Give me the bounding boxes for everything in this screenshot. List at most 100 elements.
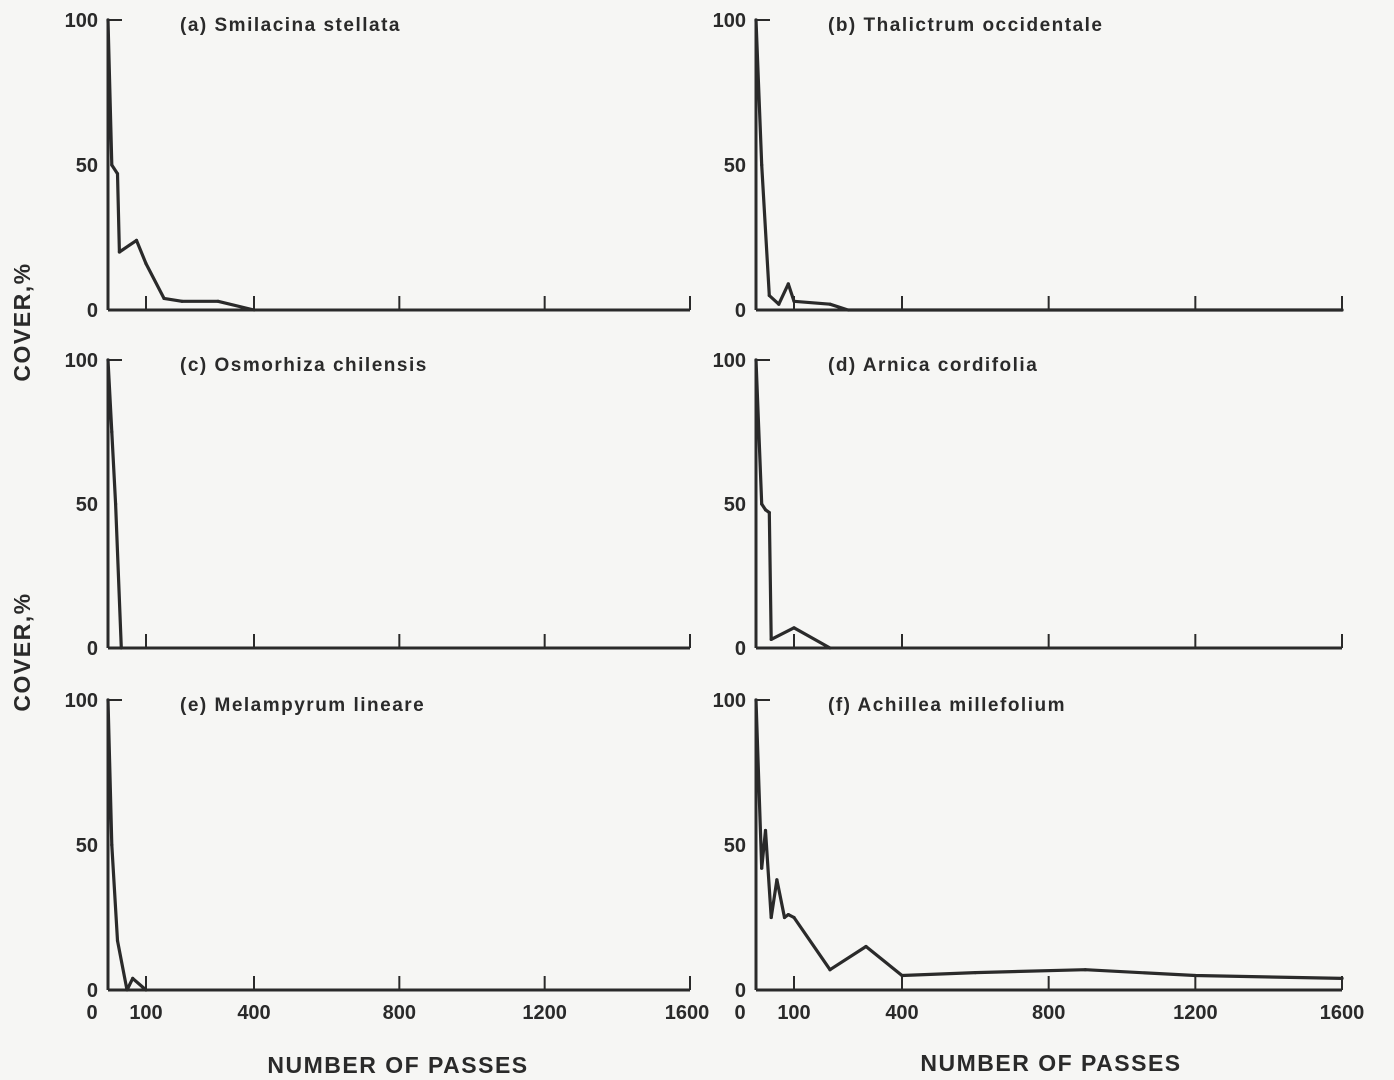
- data-point: [125, 988, 129, 992]
- data-point: [110, 843, 114, 847]
- panel-title: (f) Achillea millefolium: [828, 695, 1066, 716]
- data-point: [777, 302, 781, 306]
- x-tick-label-800: 800: [1032, 1002, 1065, 1024]
- x-tick-label-1600: 1600: [665, 1002, 710, 1024]
- data-point: [792, 915, 796, 920]
- series-line: [754, 358, 832, 650]
- x-tick-label-400: 400: [237, 1002, 270, 1024]
- y-tick-label-0: 0: [735, 980, 746, 1002]
- chart-panel-d: 0 50 100 (d) Arnica cordifolia: [713, 350, 1343, 660]
- y-tick-label-50: 50: [724, 835, 746, 857]
- data-point: [792, 626, 796, 630]
- data-point: [786, 282, 790, 286]
- data-point: [786, 913, 790, 917]
- data-point: [754, 358, 758, 362]
- y-tick-label-100: 100: [713, 10, 746, 32]
- data-point: [144, 262, 148, 266]
- y-tick-label-100: 100: [65, 10, 98, 32]
- data-point: [1083, 968, 1087, 972]
- x-tick-label-100: 100: [129, 1002, 162, 1024]
- x-tick-label-1200: 1200: [522, 1002, 567, 1024]
- data-point: [115, 939, 120, 943]
- y-tick-label-100: 100: [713, 690, 746, 712]
- data-point: [110, 430, 114, 434]
- y-axis-title-upper: COVER,%: [9, 262, 35, 381]
- y-axis-title-lower: COVER,%: [9, 592, 35, 711]
- chart-panel-e: 0 50 100 0 100 400 800 1200 1600 (e) Melampyrum l…: [65, 690, 710, 1024]
- data-point: [775, 878, 779, 882]
- panel-title: (b) Thalictrum occidentale: [828, 15, 1103, 36]
- x-tick-label-0: 0: [86, 1002, 97, 1024]
- y-tick-label-50: 50: [724, 494, 746, 516]
- data-point: [767, 510, 771, 515]
- y-tick-label-0: 0: [87, 980, 98, 1002]
- y-tick-label-50: 50: [76, 155, 98, 177]
- data-point: [846, 308, 850, 312]
- x-tick-label-1200: 1200: [1173, 1002, 1218, 1024]
- data-point: [131, 976, 135, 981]
- x-tick-label-400: 400: [885, 1002, 918, 1024]
- data-point: [828, 302, 832, 306]
- x-tick-label-100: 100: [777, 1002, 810, 1024]
- panel-title: (e) Melampyrum lineare: [180, 695, 425, 716]
- y-tick-label-100: 100: [65, 350, 98, 372]
- data-point: [252, 308, 256, 312]
- panel-title: (a) Smilacina stellata: [180, 15, 401, 36]
- data-point: [973, 971, 977, 975]
- y-tick-label-50: 50: [76, 494, 98, 516]
- data-point: [760, 866, 764, 870]
- data-point: [115, 172, 120, 176]
- y-tick-label-0: 0: [735, 300, 746, 322]
- chart-panel-f: 0 50 100 0 100 400 800 1200 1600 (f) Achillea mil…: [713, 690, 1365, 1024]
- data-point: [828, 968, 832, 972]
- data-point: [134, 238, 139, 242]
- x-axis-title-right: NUMBER OF PASSES: [920, 1050, 1181, 1076]
- chart-panel-a: 0 50 100 (a) Smilacina stellata: [65, 10, 691, 322]
- y-tick-label-0: 0: [87, 638, 98, 660]
- data-point: [1340, 308, 1344, 312]
- chart-panels: 0 50 100 (a) Smilacina stellata 0 50 100 (b) Th…: [65, 10, 1365, 1024]
- chart-panel-b: 0 50 100 (b) Thalictrum occidentale: [713, 10, 1344, 322]
- data-point: [180, 299, 184, 303]
- y-tick-label-100: 100: [65, 690, 98, 712]
- data-point: [769, 915, 773, 920]
- data-point: [144, 988, 148, 992]
- data-point: [114, 502, 118, 506]
- data-point: [110, 163, 114, 167]
- data-point: [769, 637, 773, 642]
- panel-title: (d) Arnica cordifolia: [828, 355, 1038, 376]
- y-tick-label-100: 100: [713, 350, 746, 372]
- data-point: [106, 18, 110, 22]
- series-line: [754, 698, 1344, 981]
- series-line: [106, 358, 123, 650]
- data-point: [1340, 976, 1344, 981]
- data-point: [828, 646, 832, 650]
- y-tick-label-50: 50: [724, 155, 746, 177]
- data-point: [754, 698, 758, 702]
- x-axis-title-left: NUMBER OF PASSES: [267, 1052, 528, 1078]
- data-point: [754, 18, 758, 22]
- data-point: [760, 163, 764, 167]
- data-point: [117, 250, 121, 254]
- data-point: [162, 296, 166, 300]
- data-point: [792, 299, 796, 303]
- data-point: [106, 698, 110, 702]
- data-point: [760, 502, 764, 506]
- y-tick-label-0: 0: [735, 638, 746, 660]
- data-point: [767, 293, 771, 298]
- data-point: [216, 299, 220, 303]
- data-point: [119, 646, 123, 650]
- x-tick-label-0: 0: [734, 1002, 745, 1024]
- data-point: [900, 973, 904, 978]
- data-point: [864, 944, 868, 949]
- y-tick-label-50: 50: [76, 835, 98, 857]
- data-point: [1193, 973, 1197, 978]
- data-point: [106, 358, 110, 362]
- y-tick-label-0: 0: [87, 300, 98, 322]
- chart-panel-c: 0 50 100 (c) Osmorhiza chilensis: [65, 350, 691, 660]
- data-point: [782, 915, 787, 920]
- x-tick-label-1600: 1600: [1320, 1002, 1365, 1024]
- data-point: [763, 828, 768, 833]
- series-line: [106, 698, 148, 992]
